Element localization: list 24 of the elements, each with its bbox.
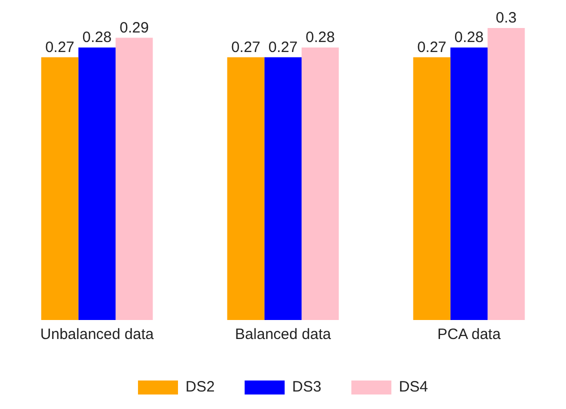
legend-label: DS4 <box>398 378 428 396</box>
data-label: 0.3 <box>496 10 517 27</box>
data-label: 0.27 <box>45 38 74 56</box>
x-tick-label: Unbalanced data <box>40 326 154 344</box>
bar <box>413 57 450 320</box>
data-label: 0.27 <box>231 38 260 56</box>
bar <box>450 47 488 320</box>
data-label: 0.28 <box>306 29 335 46</box>
x-tick-label: PCA data <box>437 326 502 344</box>
legend-label: DS3 <box>292 378 322 396</box>
bar <box>264 57 302 320</box>
bar <box>302 47 339 320</box>
legend-label: DS2 <box>185 378 215 396</box>
bar <box>227 57 264 320</box>
x-tick-label: Balanced data <box>235 326 332 344</box>
data-label: 0.28 <box>82 29 112 46</box>
data-label: 0.29 <box>120 19 149 36</box>
bar <box>488 28 525 320</box>
bar <box>78 47 116 320</box>
data-label: 0.28 <box>454 29 484 46</box>
bar <box>116 38 153 320</box>
data-label: 0.27 <box>268 38 298 56</box>
bar <box>41 57 78 320</box>
data-label: 0.27 <box>417 38 446 56</box>
